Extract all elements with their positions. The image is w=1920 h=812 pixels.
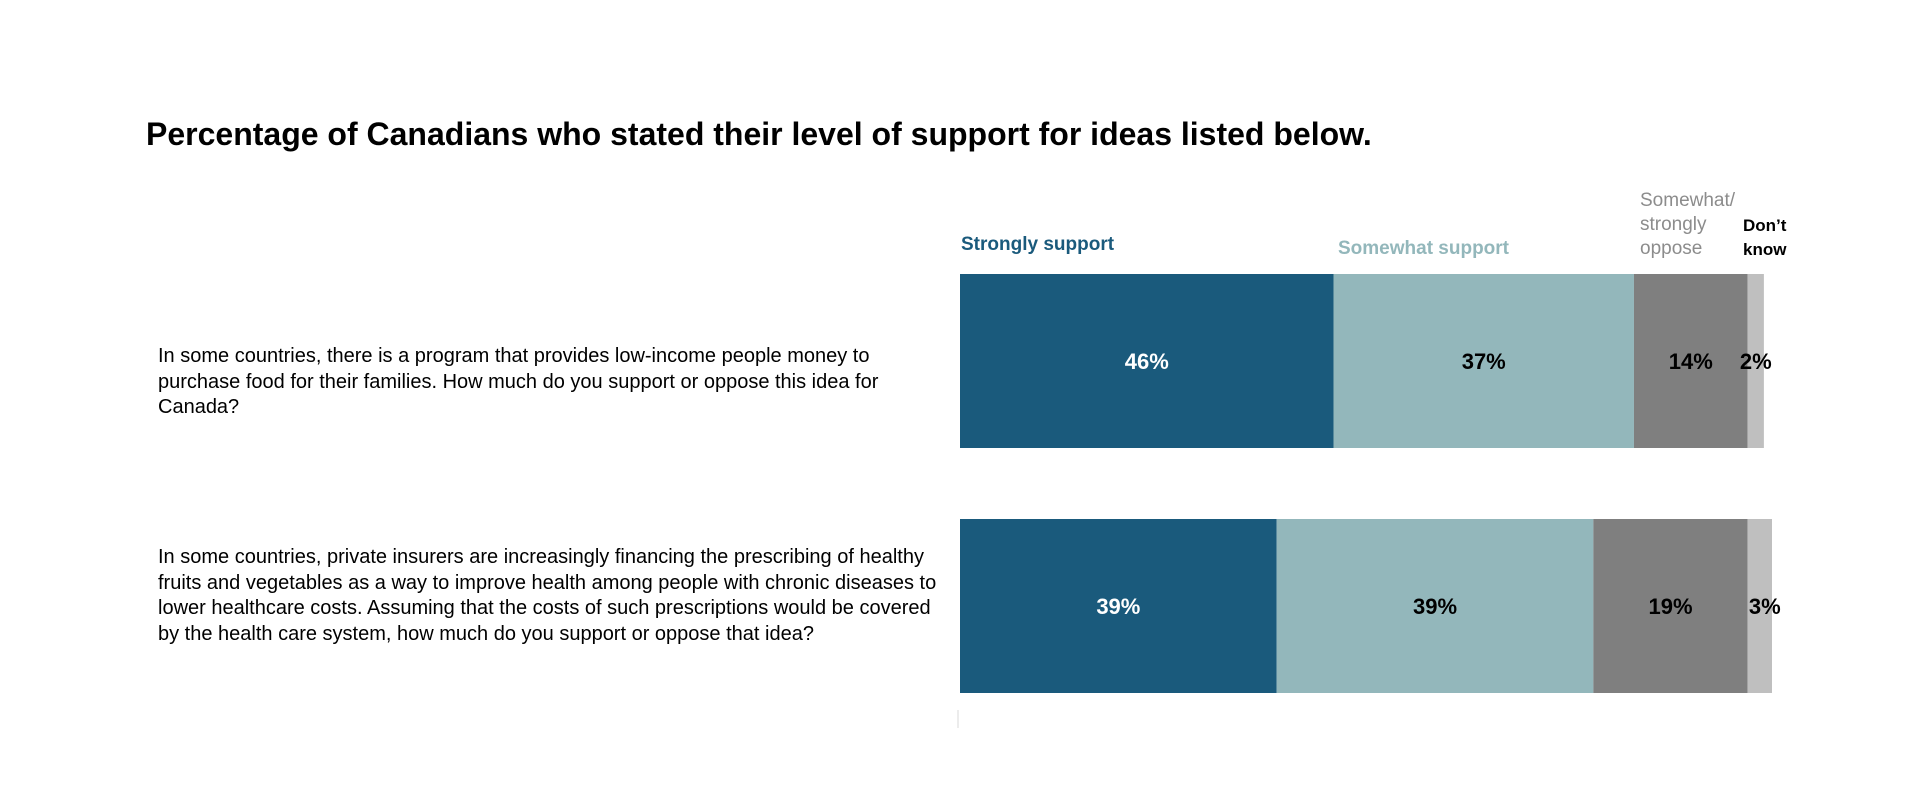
data-label-somewhat-support-q1: 37% xyxy=(1462,349,1506,374)
data-label-somewhat-support-q2: 39% xyxy=(1413,594,1457,619)
legend-oppose: Somewhat/ strongly oppose xyxy=(1640,190,1736,259)
question-1-text: In some countries, there is a program th… xyxy=(158,345,879,418)
data-label-oppose-q2: 19% xyxy=(1648,594,1692,619)
legend-somewhat-support: Somewhat support xyxy=(1338,238,1510,259)
bar-dont-know-q2 xyxy=(1747,519,1772,693)
chart-title: Percentage of Canadians who stated their… xyxy=(146,116,1372,152)
bar-dont-know-q1 xyxy=(1747,274,1764,448)
bar-oppose-q1 xyxy=(1633,274,1748,448)
bar-oppose-q2 xyxy=(1593,519,1748,693)
data-label-oppose-q1: 14% xyxy=(1669,349,1713,374)
question-2-text: In some countries, private insurers are … xyxy=(158,546,937,645)
bar-somewhat-support-q2 xyxy=(1276,519,1594,693)
data-label-dont-know-q2: 3% xyxy=(1749,594,1781,619)
data-label-dont-know-q1: 2% xyxy=(1740,349,1772,374)
data-label-strongly-support-q1: 46% xyxy=(1125,349,1169,374)
legend-dont-know: Don’t know xyxy=(1743,216,1787,259)
bar-strongly-support-q1 xyxy=(960,274,1334,448)
bar-strongly-support-q2 xyxy=(960,519,1277,693)
bar-somewhat-support-q1 xyxy=(1333,274,1634,448)
data-label-strongly-support-q2: 39% xyxy=(1096,594,1140,619)
legend-strongly-support: Strongly support xyxy=(961,234,1115,255)
